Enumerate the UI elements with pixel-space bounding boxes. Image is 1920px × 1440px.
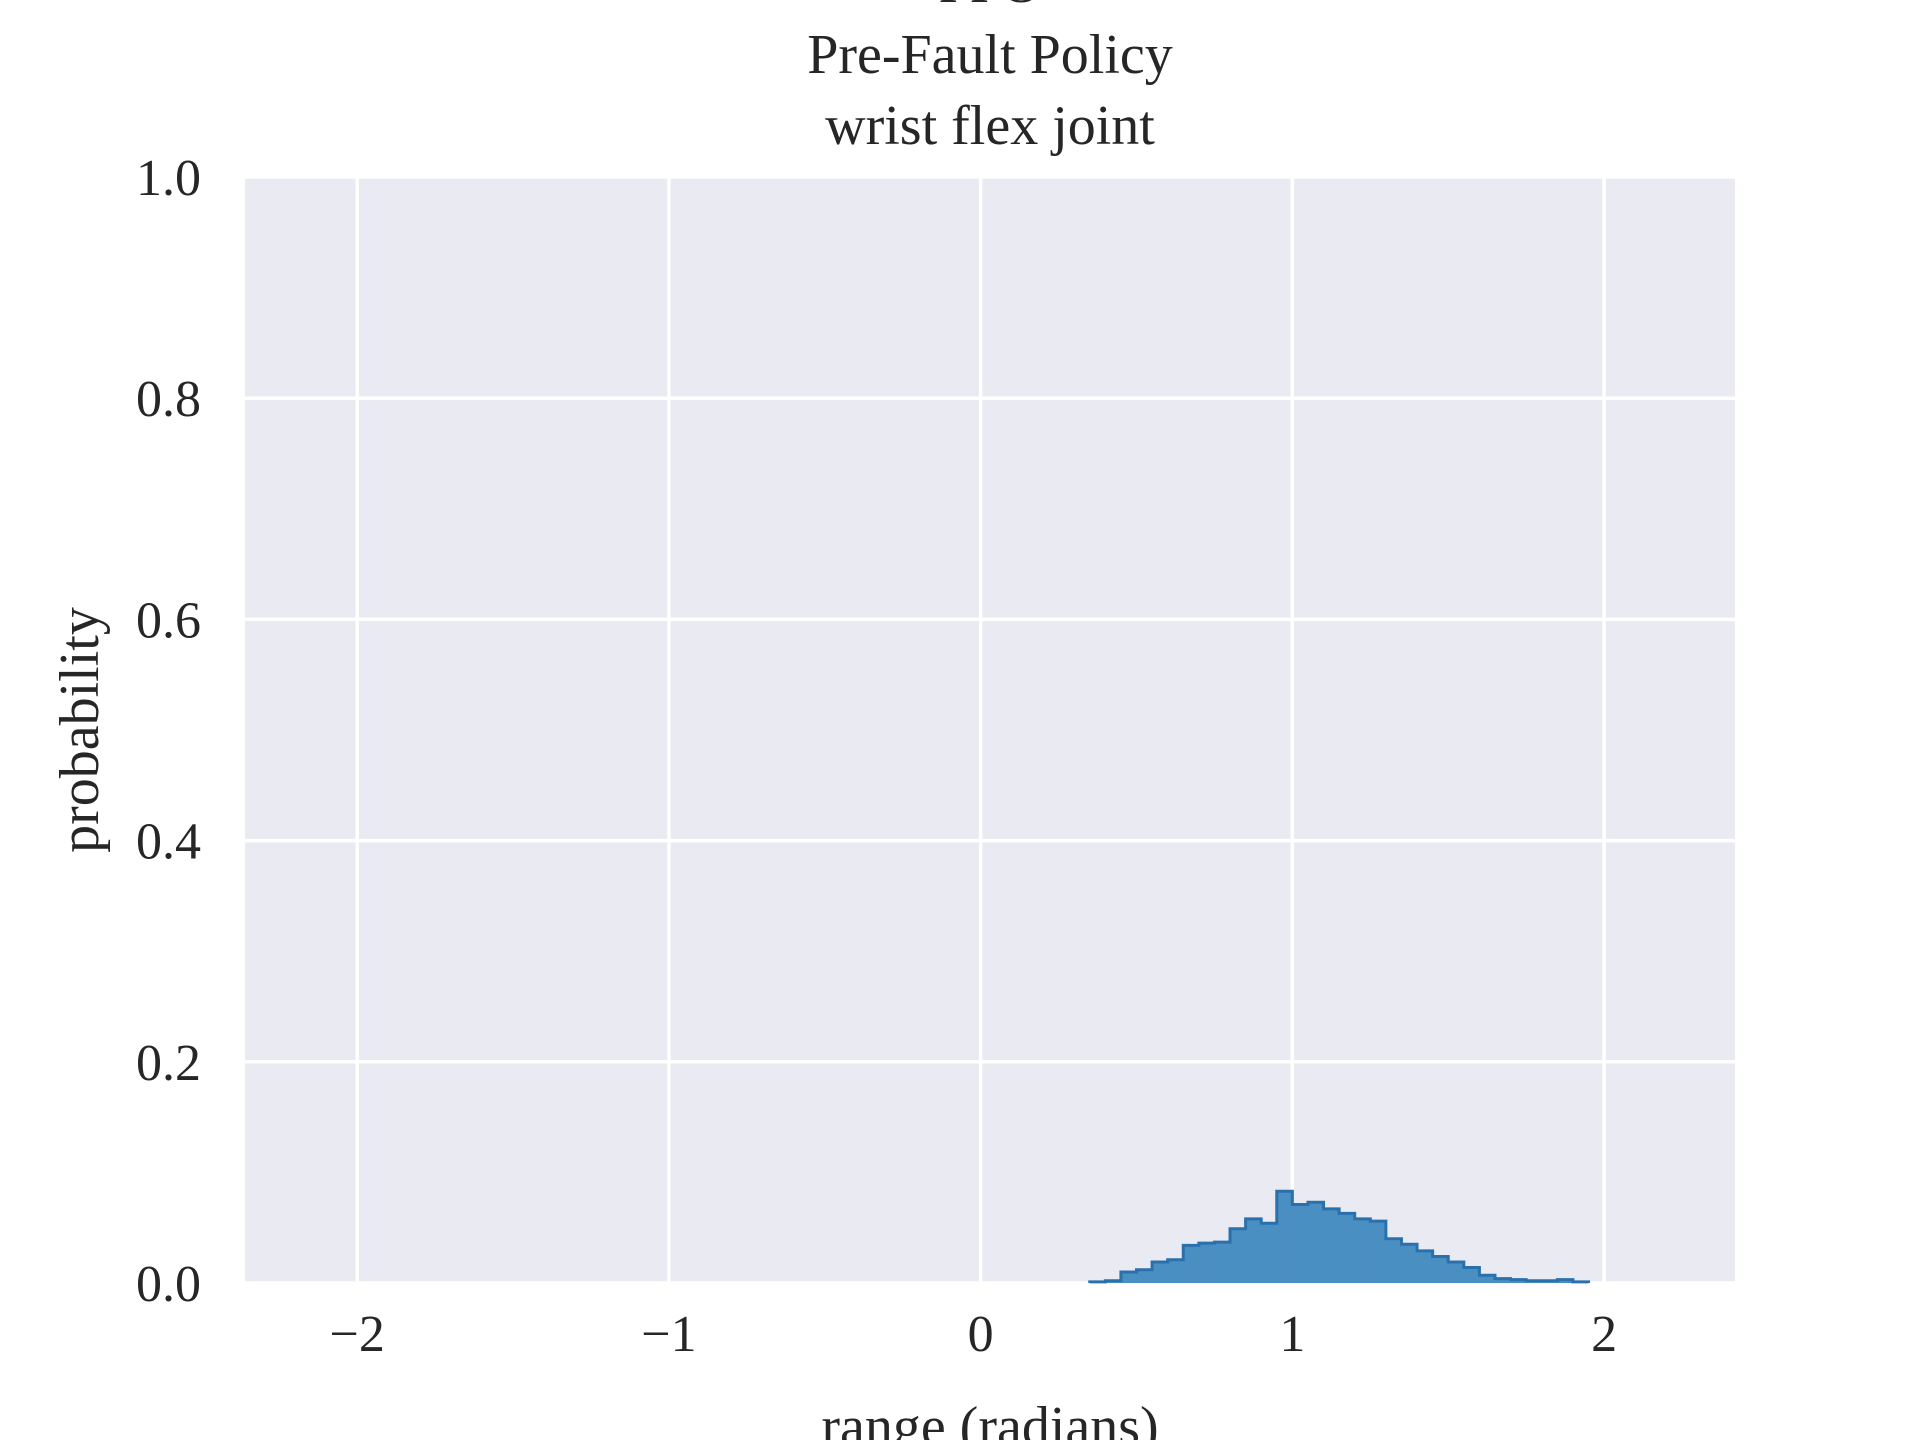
histogram-bar — [1463, 1267, 1480, 1283]
y-tick-label: 0.4 — [136, 814, 201, 871]
x-tick-label: 0 — [968, 1306, 994, 1363]
histogram-bar — [1432, 1256, 1449, 1283]
plot-area — [245, 177, 1735, 1283]
y-axis-ticks: 0.0 0.2 0.4 0.6 0.8 1.0 — [136, 150, 201, 1313]
histogram-bar — [1198, 1243, 1216, 1283]
histogram-bars — [1089, 1191, 1590, 1283]
histogram-bar — [1354, 1218, 1371, 1283]
y-tick-label: 0.6 — [136, 592, 201, 649]
histogram-bar — [1120, 1271, 1138, 1283]
y-tick-label: 0.2 — [136, 1035, 201, 1092]
histogram-bar — [1417, 1250, 1434, 1283]
histogram-bar — [1261, 1223, 1278, 1283]
histogram-bar — [1370, 1221, 1387, 1283]
histogram-bar — [1276, 1191, 1293, 1283]
histogram-bar — [1245, 1218, 1262, 1283]
y-tick-label: 0.8 — [136, 371, 201, 428]
y-axis-label: probability — [49, 607, 111, 853]
y-tick-label: 0.0 — [136, 1256, 201, 1313]
x-tick-label: −1 — [641, 1306, 696, 1363]
histogram-bar — [1214, 1242, 1231, 1283]
x-axis-ticks: −2 −1 0 1 2 — [330, 1306, 1618, 1363]
histogram-bar — [1230, 1228, 1247, 1283]
chart-title-line: PPO — [939, 0, 1042, 15]
x-axis-label: range (radians) — [821, 1396, 1158, 1440]
chart-title-line: Pre-Fault Policy — [807, 24, 1173, 86]
histogram-bar — [1339, 1213, 1356, 1283]
histogram-bar — [1183, 1245, 1200, 1283]
histogram-bar — [1323, 1208, 1340, 1283]
histogram-bar — [1510, 1279, 1527, 1283]
x-tick-label: −2 — [330, 1306, 385, 1363]
chart-title: PPO Pre-Fault Policy wrist flex joint — [807, 0, 1173, 157]
chart-title-line: wrist flex joint — [825, 95, 1155, 157]
histogram-bar — [1292, 1204, 1309, 1283]
histogram-bar — [1448, 1261, 1465, 1283]
histogram-bar — [1385, 1238, 1403, 1283]
histogram-bar — [1494, 1278, 1512, 1283]
histogram-bar — [1557, 1279, 1574, 1283]
x-tick-label: 2 — [1591, 1306, 1617, 1363]
histogram-bar — [1479, 1275, 1496, 1283]
y-tick-label: 1.0 — [136, 150, 201, 207]
histogram-bar — [1401, 1244, 1418, 1283]
histogram-bar — [1136, 1269, 1153, 1283]
histogram-bar — [1307, 1202, 1325, 1283]
x-tick-label: 1 — [1279, 1306, 1305, 1363]
histogram-bar — [1167, 1259, 1184, 1283]
histogram-outline — [1088, 1189, 1590, 1284]
histogram-bar — [1152, 1261, 1169, 1283]
grid — [245, 175, 1735, 1285]
